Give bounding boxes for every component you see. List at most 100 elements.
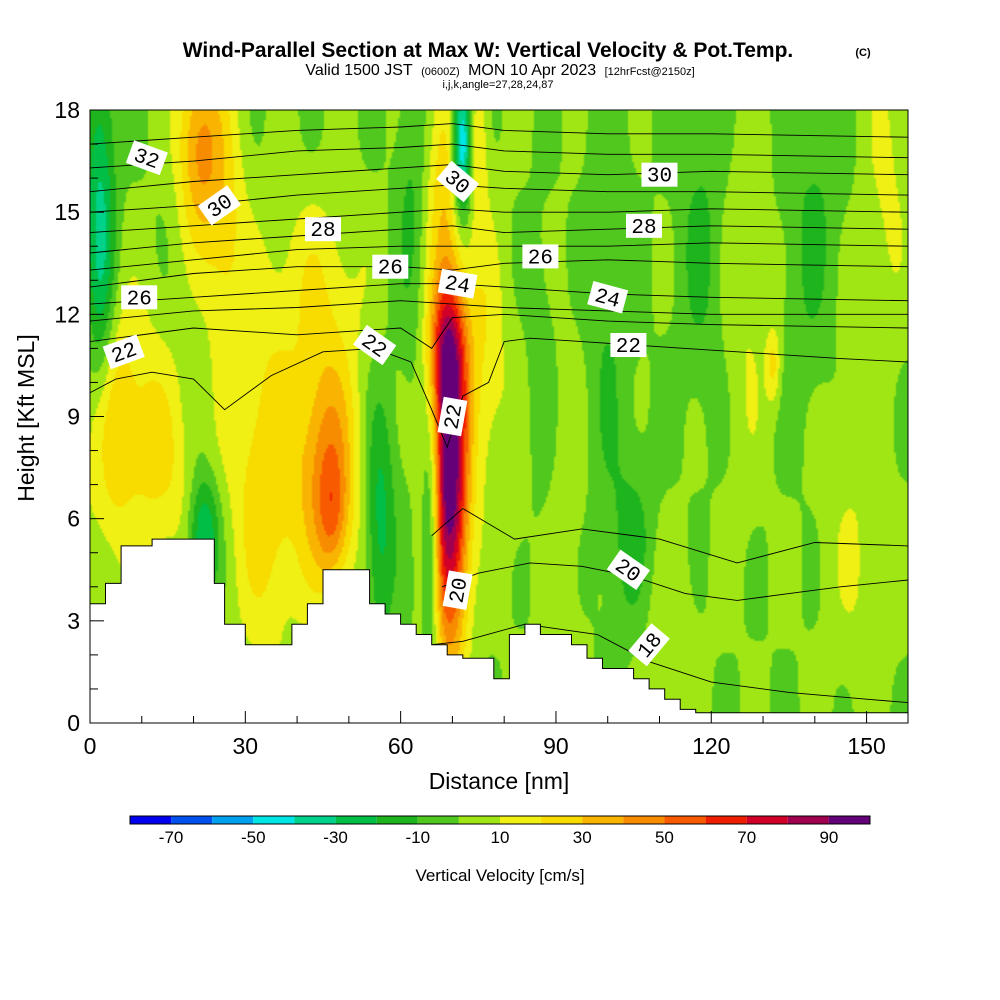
title-unit: (C) bbox=[855, 47, 871, 59]
contour-label-box bbox=[372, 254, 409, 279]
contour-label-text: 30 bbox=[647, 166, 672, 189]
theta-contour-33 bbox=[90, 123, 908, 145]
theta-contours bbox=[90, 123, 908, 704]
subtitle-indices: i,j,k,angle=27,28,24,87 bbox=[442, 79, 553, 91]
colorbar-frame bbox=[129, 815, 871, 825]
contour-label-box bbox=[437, 268, 478, 299]
colorbar-tick-label: 50 bbox=[655, 828, 674, 847]
colorbar-tick-label: -50 bbox=[241, 828, 266, 847]
y-axis-label: Height [Kft MSL] bbox=[13, 334, 39, 501]
colorbar-swatch bbox=[417, 816, 459, 824]
contour-label-box bbox=[437, 396, 468, 437]
contour-label-24: 24 bbox=[587, 281, 629, 314]
contour-label-22: 22 bbox=[610, 333, 647, 359]
colorbar-swatch bbox=[253, 816, 295, 824]
contour-label-22: 22 bbox=[437, 396, 468, 437]
theta-contour-26 bbox=[90, 259, 908, 288]
contour-label-26: 26 bbox=[121, 285, 158, 311]
contour-label-box bbox=[197, 185, 242, 226]
contour-label-box bbox=[522, 244, 559, 269]
colorbar-swatch bbox=[376, 816, 418, 824]
contour-label-box bbox=[353, 324, 397, 366]
colorbar-swatch bbox=[746, 816, 788, 824]
x-tick-label: 90 bbox=[543, 733, 569, 759]
contour-label-box bbox=[610, 333, 647, 357]
subtitle-date: MON 10 Apr 2023 bbox=[468, 62, 596, 79]
contour-label-box bbox=[436, 160, 480, 203]
contour-label-text: 22 bbox=[616, 336, 641, 359]
x-axis-label: Distance [nm] bbox=[429, 768, 570, 794]
theta-contour-20 bbox=[441, 562, 908, 601]
colorbar-swatch bbox=[500, 816, 542, 824]
contour-label-box bbox=[121, 285, 158, 310]
contour-label-30: 30 bbox=[641, 162, 678, 189]
x-tick-label: 30 bbox=[233, 733, 259, 759]
y-tick-label: 0 bbox=[67, 710, 80, 736]
colorbar-swatch bbox=[582, 816, 624, 824]
colorbar bbox=[129, 815, 871, 825]
contour-label-28: 28 bbox=[626, 213, 662, 240]
x-tick-label: 120 bbox=[692, 733, 730, 759]
contour-label-box bbox=[606, 549, 651, 590]
colorbar-swatch bbox=[705, 816, 747, 824]
contour-label-24: 24 bbox=[437, 268, 478, 300]
colorbar-swatch bbox=[664, 816, 706, 824]
subtitle: Valid 1500 JST (0600Z) MON 10 Apr 2023 [… bbox=[305, 62, 694, 79]
y-tick-label: 9 bbox=[67, 404, 80, 430]
subtitle-valid: Valid 1500 JST bbox=[305, 62, 413, 79]
contour-label-text: 24 bbox=[443, 273, 472, 300]
theta-contour-29 bbox=[90, 208, 908, 234]
y-tick-label: 12 bbox=[54, 301, 80, 327]
colorbar-swatch bbox=[171, 816, 213, 824]
y-axis-ticks: 0 3 6 9 12 15 18 bbox=[54, 97, 104, 736]
x-tick-label: 150 bbox=[847, 733, 885, 759]
terrain-fill bbox=[90, 538, 908, 723]
colorbar-swatch bbox=[458, 816, 500, 824]
y-tick-label: 6 bbox=[67, 506, 80, 532]
colorbar-tick-label: 30 bbox=[573, 828, 592, 847]
colorbar-label: Vertical Velocity [cm/s] bbox=[415, 866, 584, 885]
contour-label-20: 20 bbox=[442, 570, 474, 611]
colorbar-swatch bbox=[294, 816, 336, 824]
colorbar-swatch bbox=[787, 816, 829, 824]
colorbar-ticks: -70 -50 -30 -10 10 30 50 70 90 bbox=[159, 828, 839, 847]
colorbar-tick-label: -30 bbox=[323, 828, 348, 847]
theta-contour-28 bbox=[90, 225, 908, 254]
theta-contour-21 bbox=[431, 507, 908, 564]
theta-contour-24 bbox=[90, 300, 908, 322]
contour-label-box bbox=[587, 281, 629, 314]
contour-label-box bbox=[626, 213, 662, 238]
colorbar-tick-label: 90 bbox=[819, 828, 838, 847]
y-tick-label: 15 bbox=[54, 199, 80, 225]
contour-label-text: 28 bbox=[631, 217, 656, 240]
contour-label-text: 26 bbox=[528, 247, 553, 270]
contour-label-box bbox=[442, 570, 473, 611]
subtitle-forecast: [12hrFcst@2150z] bbox=[605, 66, 695, 78]
contour-label-box bbox=[305, 217, 341, 242]
chart-title: Wind-Parallel Section at Max W: Vertical… bbox=[183, 39, 794, 62]
contour-label-text: 28 bbox=[310, 220, 335, 243]
colorbar-tick-label: 10 bbox=[491, 828, 510, 847]
colorbar-swatch bbox=[541, 816, 583, 824]
colorbar-swatch bbox=[335, 816, 377, 824]
x-tick-label: 0 bbox=[84, 733, 97, 759]
contour-label-18: 18 bbox=[628, 623, 670, 667]
contour-label-text: 20 bbox=[447, 576, 474, 605]
theta-contour-32 bbox=[90, 143, 908, 169]
contour-label-box bbox=[641, 162, 678, 187]
contour-label-text: 26 bbox=[127, 288, 152, 311]
contour-label-28: 28 bbox=[305, 217, 341, 243]
theta-contour-23 bbox=[90, 313, 908, 350]
colorbar-swatch bbox=[212, 816, 254, 824]
contour-label-26: 26 bbox=[522, 244, 559, 270]
x-tick-label: 60 bbox=[388, 733, 414, 759]
colorbar-tick-label: 70 bbox=[737, 828, 756, 847]
colorbar-swatch bbox=[828, 816, 870, 824]
subtitle-utc: (0600Z) bbox=[421, 66, 460, 78]
contour-label-box bbox=[125, 140, 168, 176]
contour-label-box bbox=[628, 623, 670, 667]
colorbar-tick-label: -10 bbox=[406, 828, 431, 847]
